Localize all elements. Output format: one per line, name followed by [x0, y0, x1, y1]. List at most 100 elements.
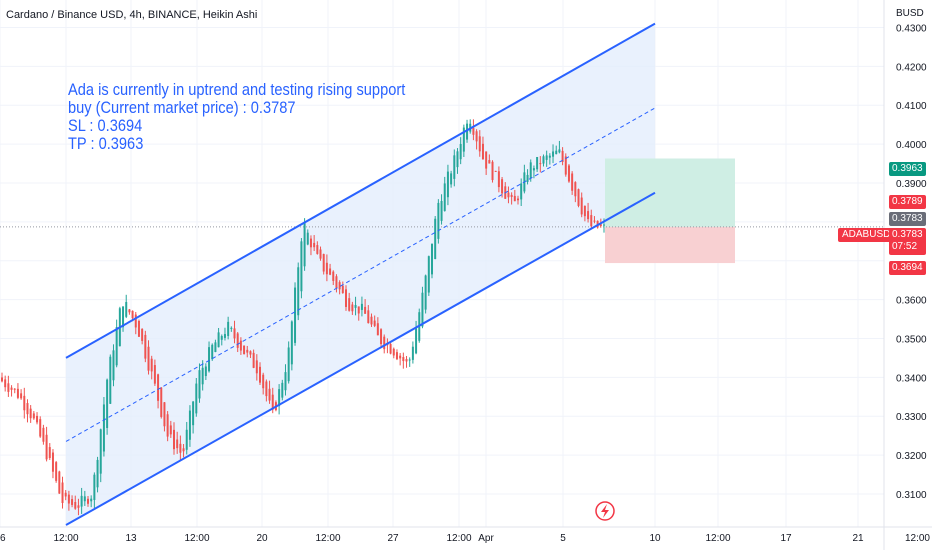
flash-icon[interactable] — [595, 501, 615, 521]
candle-body — [478, 136, 481, 152]
time-tick-label: 12:00 — [705, 533, 730, 544]
price-tick-label: 0.4100 — [896, 101, 927, 112]
candle-body — [510, 194, 513, 197]
candle-body — [481, 143, 484, 160]
candle-body — [26, 403, 29, 415]
candle-body — [338, 282, 341, 290]
candle-body — [577, 189, 580, 206]
candle-body — [399, 355, 402, 359]
candle-body — [446, 171, 449, 198]
time-tick-label: 10 — [649, 533, 661, 544]
candle-body — [421, 292, 424, 327]
price-axis-labels[interactable]: 0.4300 0.4200 0.4100 0.4000 0.3900 0.3600 0.35… — [896, 23, 927, 500]
candle-body — [1, 377, 3, 382]
candle-body — [10, 387, 13, 390]
time-tick-label: 12:00 — [905, 533, 930, 544]
candle-body — [542, 156, 545, 164]
candle-body — [211, 344, 214, 360]
candle-body — [475, 131, 478, 142]
candle-body — [166, 414, 169, 437]
chart-title: Cardano / Binance USD, 4h, BINANCE, Heik… — [6, 9, 258, 21]
candle-body — [214, 342, 217, 353]
annotation-line-4: TP : 0.3963 — [68, 134, 144, 153]
price-tick-label: 0.4000 — [896, 140, 927, 151]
candle-body — [580, 197, 583, 215]
candle-body — [246, 349, 249, 353]
candle-body — [23, 395, 26, 411]
annotation-line-2: buy (Current market price) : 0.3787 — [68, 98, 296, 117]
candle-body — [380, 329, 383, 345]
candle-body — [125, 302, 128, 317]
take-profit-badge: 0.3963 — [889, 162, 926, 176]
stop-loss-badge: 0.3694 — [889, 261, 926, 275]
candle-body — [437, 202, 440, 239]
candle-body — [485, 151, 488, 169]
time-tick-label: 27 — [387, 533, 399, 544]
candle-body — [160, 387, 163, 417]
candle-body — [513, 195, 516, 202]
channel-upper-line[interactable] — [65, 22, 656, 359]
candle-body — [77, 505, 80, 508]
candle-body — [236, 333, 239, 348]
currency-label[interactable]: BUSD — [896, 8, 924, 19]
price-tick-label: 0.3600 — [896, 296, 927, 307]
candle-body — [501, 179, 504, 194]
candle-body — [252, 352, 255, 368]
candle-body — [497, 171, 500, 188]
candle-body — [259, 366, 261, 383]
candle-body — [309, 238, 312, 248]
candle-body — [198, 370, 201, 399]
candle-body — [462, 127, 465, 152]
time-axis-labels[interactable]: 6 12:00 13 12:00 20 12:00 27 12:00 Apr 5 10 12:00 17… — [0, 533, 930, 544]
candle-body — [195, 383, 198, 414]
candle-body — [176, 439, 179, 449]
candle-body — [517, 198, 519, 201]
candle-body — [131, 310, 134, 319]
time-tick-label: 12:00 — [315, 533, 340, 544]
candle-body — [201, 367, 204, 385]
time-tick-label: 12:00 — [446, 533, 471, 544]
candle-body — [112, 350, 115, 381]
candle-body — [335, 276, 338, 288]
time-tick-label: 6 — [0, 533, 6, 544]
candle-body — [239, 340, 242, 351]
candle-body — [548, 155, 551, 158]
candle-body — [357, 306, 360, 314]
candle-body — [529, 162, 532, 179]
candle-body — [4, 379, 7, 388]
candle-body — [376, 323, 379, 336]
candle-body — [520, 183, 523, 200]
candle-body — [552, 151, 555, 157]
trade-annotation[interactable]: Ada is currently in uptrend and testing … — [68, 81, 405, 153]
candle-body — [354, 304, 357, 308]
candle-body — [599, 224, 602, 227]
candle-body — [249, 351, 252, 355]
candle-body — [271, 394, 274, 410]
candle-body — [389, 344, 392, 354]
time-tick-label: Apr — [478, 533, 494, 544]
candle-body — [571, 173, 574, 191]
candle-body — [431, 243, 433, 275]
candle-body — [526, 174, 529, 182]
candle-body — [415, 328, 418, 354]
candle-body — [536, 156, 539, 170]
candle-body — [173, 429, 175, 450]
stop-loss-zone[interactable] — [605, 226, 735, 264]
candle-body — [227, 321, 230, 336]
channel-lower-line[interactable] — [65, 191, 656, 526]
candle-body — [169, 425, 172, 435]
take-profit-zone[interactable] — [605, 158, 735, 227]
candle-body — [402, 357, 405, 362]
candle-body — [453, 155, 456, 179]
candle-body — [405, 359, 408, 362]
annotation-line-1: Ada is currently in uptrend and testing … — [68, 80, 406, 99]
candle-body — [204, 366, 207, 377]
price-tick-label: 0.4200 — [896, 62, 927, 73]
candle-body — [539, 163, 542, 165]
candle-body — [61, 482, 64, 504]
candle-body — [351, 304, 354, 312]
price-badge: 0.3783 07:52 — [889, 228, 926, 255]
candle-body — [268, 388, 271, 401]
candle-body — [157, 374, 160, 401]
